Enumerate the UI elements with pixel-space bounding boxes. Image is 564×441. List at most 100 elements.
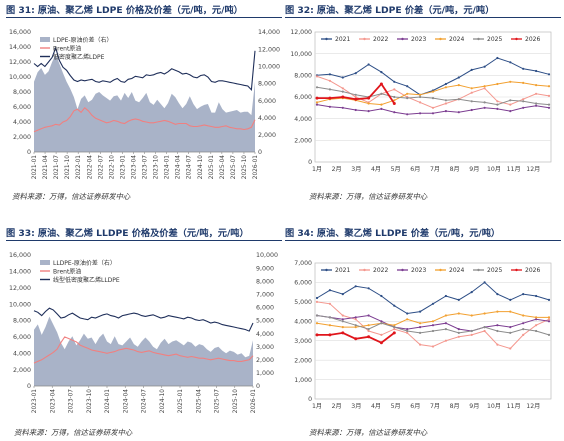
legend-marker (401, 268, 404, 272)
x-tick-label: 2021-07 (54, 155, 60, 180)
data-point-2023 (444, 322, 447, 325)
x-tick-label: 6月 (410, 166, 420, 173)
data-point-2021 (419, 310, 422, 313)
legend-label: LDPE-原油价差（右） (53, 36, 113, 44)
data-point-2021 (483, 281, 486, 284)
data-point-2025 (509, 331, 512, 334)
y-tick-label: 0 (308, 159, 312, 166)
spread-area-series (34, 54, 255, 152)
data-point-2023 (431, 324, 435, 327)
data-point-2025 (547, 333, 551, 336)
y-tick-label-left: 6,000 (13, 104, 31, 111)
data-point-2022 (354, 318, 357, 321)
x-tick-label: 2024-10 (198, 155, 204, 180)
data-point-2021 (354, 285, 357, 288)
data-point-2022 (328, 302, 331, 305)
data-point-2024 (444, 86, 447, 89)
y-tick-label-right: 6,000 (258, 98, 276, 105)
x-tick-label: 2022-10 (109, 155, 115, 180)
data-point-2021 (535, 294, 538, 298)
data-point-2021 (522, 293, 525, 296)
data-point-2025 (367, 328, 370, 331)
y-tick-label-right: 10,000 (258, 63, 280, 70)
x-tick-label: 2023-07 (143, 155, 149, 180)
data-point-2026 (328, 96, 332, 100)
data-point-2026 (379, 82, 383, 86)
x-tick-label: 11月 (507, 166, 521, 173)
data-point-2023 (509, 326, 512, 329)
legend-marker (363, 268, 366, 272)
data-point-2025 (535, 329, 538, 333)
data-point-2024 (509, 80, 512, 83)
data-point-2025 (457, 98, 460, 101)
data-point-2025 (470, 329, 473, 333)
data-point-2026 (354, 337, 358, 341)
x-tick-label: 2025-04 (196, 389, 202, 414)
data-point-2023 (367, 110, 370, 113)
y-tick-label-left: 2,000 (13, 367, 31, 374)
legend-label: Brent原油 (53, 268, 81, 276)
data-point-2023 (470, 108, 473, 112)
y-tick-label: 4,000 (294, 318, 312, 325)
data-point-2023 (406, 113, 409, 116)
data-point-2024 (419, 322, 422, 325)
data-point-2024 (457, 312, 460, 315)
data-point-2023 (380, 107, 383, 110)
data-point-2022 (496, 343, 499, 346)
y-tick-label-right: 3,000 (256, 344, 274, 351)
data-point-2024 (419, 93, 422, 96)
data-point-2023 (367, 314, 370, 317)
data-point-2023 (431, 112, 435, 115)
data-point-2024 (328, 324, 331, 327)
legend-marker (515, 268, 518, 272)
x-tick-label: 2025-04 (220, 155, 226, 180)
y-tick-label-right: 12,000 (258, 46, 280, 53)
data-point-2023 (509, 110, 512, 113)
data-point-2023 (393, 111, 396, 114)
data-point-2026 (367, 335, 371, 339)
y-tick-label: 2,000 (294, 138, 312, 145)
data-point-2022 (419, 101, 422, 104)
data-point-2026 (379, 341, 383, 345)
data-point-2024 (547, 85, 551, 88)
data-point-2022 (547, 318, 551, 321)
data-point-2024 (354, 326, 357, 329)
data-point-2022 (431, 106, 435, 109)
data-point-2021 (457, 76, 460, 79)
data-point-2021 (509, 298, 512, 301)
figure-number: 图 32: (285, 4, 314, 16)
spread-area-series (34, 316, 253, 386)
data-point-2025 (535, 102, 538, 105)
data-point-2024 (406, 92, 409, 95)
legend-label: 线型低密度聚乙烯LLDPE (53, 276, 120, 284)
data-point-2022 (535, 324, 538, 327)
data-point-2025 (419, 331, 422, 334)
legend-label: 2021 (335, 267, 350, 274)
data-point-2021 (354, 72, 357, 75)
source-note: 资料来源：万得，信达证券研发中心 (14, 428, 133, 437)
data-point-2022 (341, 87, 344, 90)
legend-marker (477, 37, 480, 41)
source-note: 资料来源：万得，信达证券研发中心 (12, 192, 131, 201)
y-tick-label-left: 12,000 (9, 285, 31, 292)
data-point-2022 (509, 103, 512, 106)
data-point-2022 (315, 300, 319, 303)
legend-label: Brent原油 (53, 45, 81, 53)
data-point-2021 (341, 76, 344, 79)
data-point-2025 (444, 99, 447, 102)
x-tick-label: 4月 (371, 403, 381, 410)
data-point-2023 (341, 318, 344, 321)
y-tick-label-right: 1,000 (256, 370, 274, 377)
x-tick-label: 2026-01 (251, 389, 257, 414)
y-tick-label-left: 4,000 (13, 119, 31, 126)
x-tick-label: 2021-01 (32, 155, 38, 180)
data-point-2021 (380, 71, 383, 74)
figure-number: 图 31: (6, 4, 35, 16)
y-tick-label: 5,000 (294, 299, 312, 306)
legend-label: 2023 (411, 36, 426, 43)
x-tick-label: 2023-04 (50, 389, 56, 414)
y-tick-label-right: 8,000 (258, 81, 276, 88)
y-tick-label-left: 8,000 (13, 318, 31, 325)
y-tick-label-left: 16,000 (9, 252, 31, 259)
data-point-2024 (367, 324, 370, 327)
